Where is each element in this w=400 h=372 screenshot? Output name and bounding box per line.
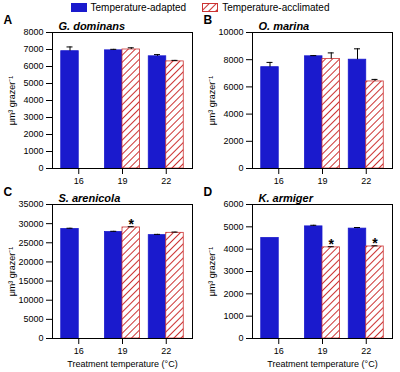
svg-text:16: 16 (274, 176, 284, 186)
svg-text:C: C (4, 185, 13, 199)
svg-text:5000: 5000 (23, 314, 43, 324)
svg-text:19: 19 (117, 346, 127, 356)
svg-text:Treatment temperature (°C): Treatment temperature (°C) (67, 359, 177, 369)
svg-text:0: 0 (38, 333, 43, 343)
svg-text:1000: 1000 (23, 146, 43, 156)
svg-text:K. armiger: K. armiger (259, 192, 314, 204)
svg-text:Treatment temperature (°C): Treatment temperature (°C) (267, 359, 377, 369)
svg-text:2000: 2000 (223, 289, 243, 299)
svg-text:0: 0 (238, 163, 243, 173)
svg-text:μm³ grazer⁻¹: μm³ grazer⁻¹ (207, 76, 217, 126)
svg-text:*: * (372, 235, 378, 251)
svg-text:μm³ grazer⁻¹: μm³ grazer⁻¹ (207, 247, 217, 297)
svg-text:5000: 5000 (23, 78, 43, 88)
svg-text:4000: 4000 (23, 95, 43, 105)
svg-text:1000: 1000 (223, 311, 243, 321)
html-text:Temperature-adapted: Temperature-adapted (90, 1, 187, 13)
svg-text:*: * (329, 236, 335, 252)
svg-text:3000: 3000 (223, 266, 243, 276)
svg-text:*: * (129, 216, 135, 232)
svg-text:10000: 10000 (218, 27, 243, 37)
svg-text:0: 0 (238, 333, 243, 343)
svg-text:2000: 2000 (23, 129, 43, 139)
svg-text:6000: 6000 (23, 61, 43, 71)
svg-text:2000: 2000 (223, 136, 243, 146)
svg-text:6000: 6000 (223, 199, 243, 209)
svg-text:7000: 7000 (23, 44, 43, 54)
svg-text:22: 22 (361, 346, 371, 356)
svg-text:5000: 5000 (223, 222, 243, 232)
svg-text:19: 19 (317, 176, 327, 186)
svg-text:4000: 4000 (223, 109, 243, 119)
svg-text:8000: 8000 (23, 27, 43, 37)
svg-text:25000: 25000 (18, 238, 43, 248)
svg-text:22: 22 (161, 176, 171, 186)
svg-text:O. marina: O. marina (259, 20, 310, 32)
svg-text:22: 22 (361, 176, 371, 186)
svg-text:B: B (204, 13, 213, 27)
svg-text:10000: 10000 (18, 295, 43, 305)
svg-text:20000: 20000 (18, 257, 43, 267)
svg-text:D: D (204, 185, 213, 199)
svg-text:G. dominans: G. dominans (59, 20, 126, 32)
svg-text:16: 16 (74, 176, 84, 186)
svg-text:19: 19 (117, 176, 127, 186)
svg-text:8000: 8000 (223, 55, 243, 65)
svg-text:35000: 35000 (18, 199, 43, 209)
html-text:Temperature-acclimated: Temperature-acclimated (222, 1, 330, 13)
svg-text:μm³ grazer⁻¹: μm³ grazer⁻¹ (7, 247, 17, 297)
svg-text:16: 16 (74, 346, 84, 356)
svg-text:22: 22 (161, 346, 171, 356)
svg-text:μm³ grazer⁻¹: μm³ grazer⁻¹ (7, 76, 17, 126)
svg-text:6000: 6000 (223, 82, 243, 92)
svg-text:0: 0 (38, 163, 43, 173)
svg-text:15000: 15000 (18, 276, 43, 286)
svg-text:3000: 3000 (23, 112, 43, 122)
svg-text:16: 16 (274, 346, 284, 356)
svg-text:30000: 30000 (18, 219, 43, 229)
svg-text:19: 19 (317, 346, 327, 356)
svg-text:4000: 4000 (223, 244, 243, 254)
svg-text:A: A (4, 13, 13, 27)
svg-text:S. arenicola: S. arenicola (59, 192, 121, 204)
